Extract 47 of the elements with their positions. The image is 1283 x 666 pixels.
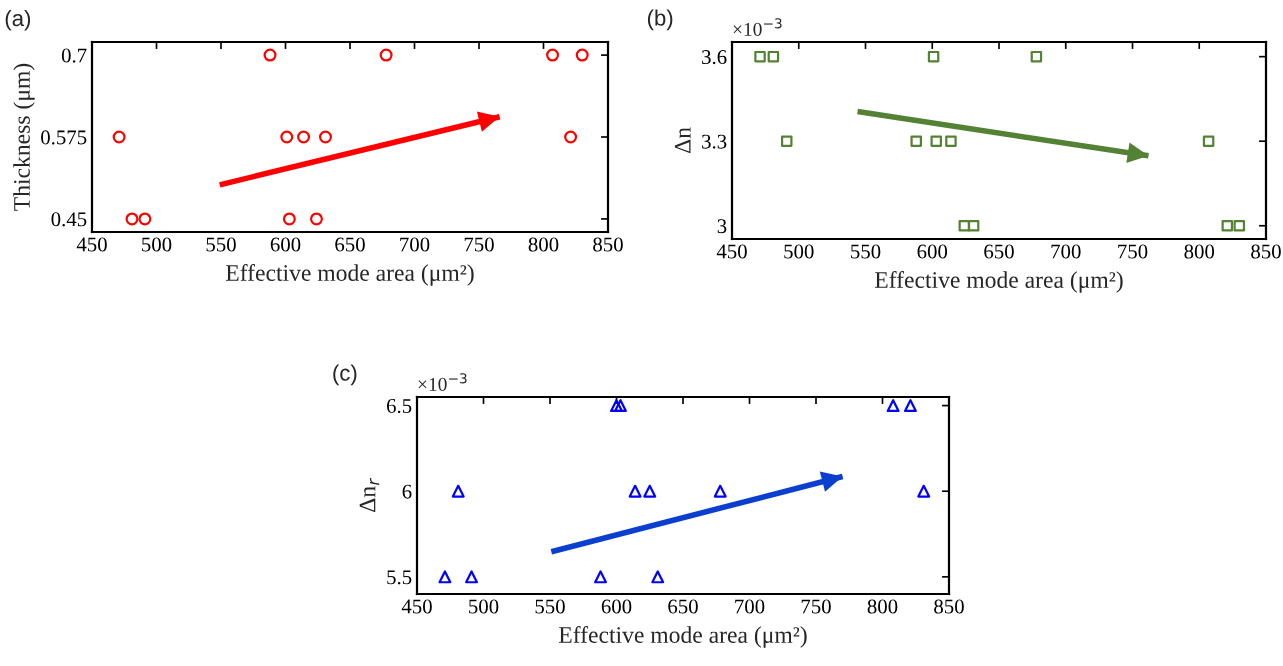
x-axis-title: Effective mode area (μm²) — [874, 271, 1123, 293]
text: ×10$^{−3}$ — [733, 18, 782, 36]
x-tick-label: 600 — [601, 599, 632, 614]
x-tick-label: 800 — [528, 237, 559, 252]
x-tick-label: 700 — [400, 237, 430, 252]
y-tick-label: 3 — [717, 219, 727, 234]
x-tick-label: 700 — [735, 599, 765, 614]
y-axis-title: Thickness (μm) — [13, 63, 35, 211]
x-axis-title: Effective mode area (μm²) — [558, 626, 807, 648]
x-tick-label: 500 — [469, 599, 499, 614]
x-tick-label: 850 — [934, 599, 964, 614]
y-axis-title: Δn$_{r}$ — [359, 477, 380, 512]
x-tick-label: 600 — [270, 237, 301, 252]
y-tick-label: 6.5 — [386, 399, 412, 414]
x-tick-label: 450 — [716, 244, 747, 259]
x-axis-title: Effective mode area (μm²) — [225, 264, 474, 286]
x-tick-label: 850 — [593, 237, 623, 252]
text: (a) — [5, 9, 31, 31]
x-tick-label: 500 — [784, 244, 814, 259]
x-tick-label: 500 — [142, 237, 172, 252]
y-tick-label: 0.7 — [61, 48, 87, 63]
y-tick-label: 0.45 — [51, 212, 87, 227]
x-tick-label: 750 — [801, 599, 831, 614]
y-tick-label: 5.5 — [387, 570, 412, 585]
text: (b) — [647, 9, 673, 31]
x-tick-label: 550 — [206, 237, 236, 252]
x-tick-label: 600 — [917, 244, 948, 259]
x-tick-label: 550 — [851, 244, 881, 259]
x-tick-label: 450 — [401, 599, 432, 614]
x-tick-label: 700 — [1051, 244, 1081, 259]
y-tick-label: 3.6 — [702, 50, 727, 65]
text: (c) — [333, 364, 357, 386]
x-tick-label: 750 — [464, 237, 494, 252]
y-tick-label: 0.575 — [41, 130, 87, 145]
x-tick-label: 850 — [1251, 244, 1281, 259]
x-tick-label: 800 — [867, 599, 898, 614]
x-tick-label: 450 — [76, 237, 107, 252]
x-tick-label: 750 — [1118, 244, 1148, 259]
y-axis-title: Δn — [674, 127, 691, 154]
x-tick-label: 550 — [535, 599, 565, 614]
x-tick-label: 650 — [984, 244, 1014, 259]
x-tick-label: 650 — [668, 599, 698, 614]
y-tick-label: 3.3 — [702, 134, 727, 149]
y-tick-label: 6 — [402, 484, 412, 499]
x-tick-label: 650 — [335, 237, 365, 252]
text: ×10$^{−3}$ — [418, 373, 467, 391]
x-tick-label: 800 — [1184, 244, 1215, 259]
